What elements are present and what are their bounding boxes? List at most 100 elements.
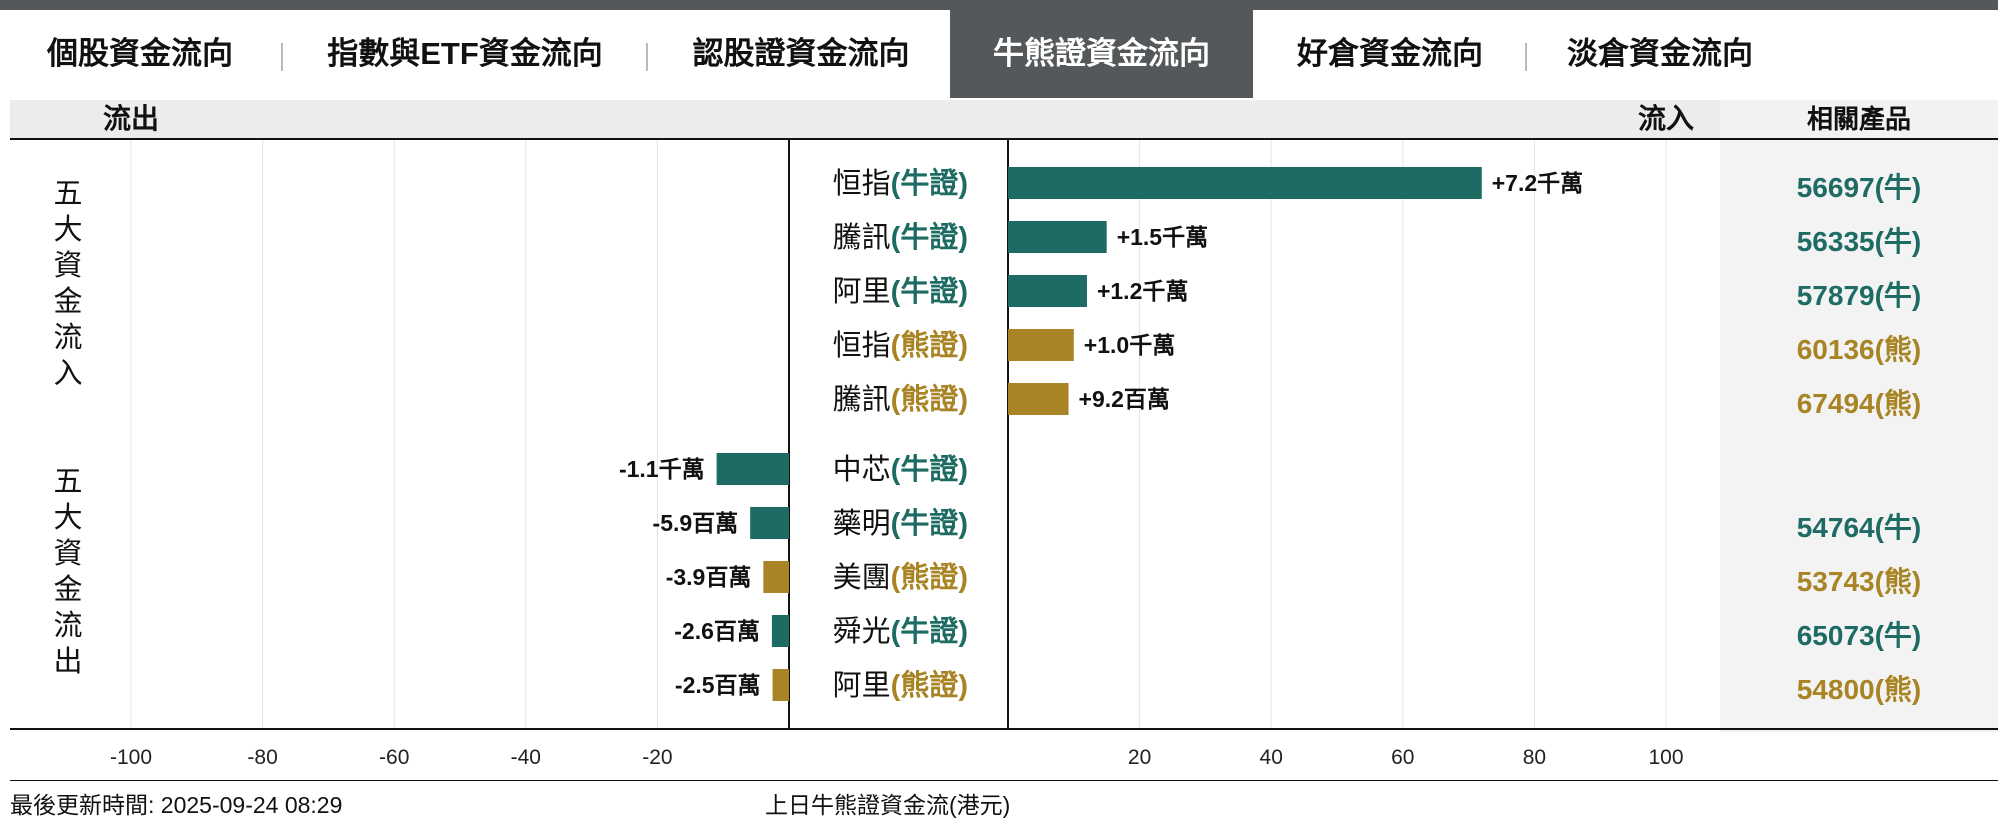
flow-bar bbox=[772, 669, 789, 701]
stock-name: 藥明 bbox=[833, 507, 891, 540]
related-products-header: 相關產品 bbox=[1720, 100, 1998, 138]
cbbc-kind: (牛證) bbox=[891, 166, 968, 200]
last-updated-text: 最後更新時間: 2025-09-24 08:29 bbox=[10, 792, 343, 818]
cbbc-kind: (牛證) bbox=[891, 506, 968, 540]
inflow-header: 流入 bbox=[1638, 103, 1695, 134]
column-header-row: 流出 流入 相關產品 bbox=[10, 100, 1998, 138]
cbbc-kind: (熊證) bbox=[891, 328, 968, 362]
underlying-stock-label: 藥明(牛證) bbox=[833, 506, 968, 540]
stock-name: 恒指 bbox=[833, 167, 891, 200]
flow-bar bbox=[1008, 329, 1074, 361]
flow-value-label: +7.2千萬 bbox=[1492, 170, 1583, 196]
related-product-link[interactable]: 67494(熊) bbox=[1796, 388, 1922, 419]
related-products-column bbox=[1720, 140, 1998, 732]
tab-short-position-flow[interactable]: 淡倉資金流向 bbox=[1567, 36, 1753, 71]
flow-value-label: -2.6百萬 bbox=[674, 618, 760, 644]
inflow-group-label: 五 大 資 金 流 入 bbox=[48, 176, 88, 392]
underlying-stock-label: 阿里(熊證) bbox=[833, 668, 968, 702]
x-tick-label: -60 bbox=[379, 746, 409, 769]
cbbc-kind: (熊證) bbox=[891, 668, 968, 702]
x-tick-label: -40 bbox=[511, 746, 541, 769]
tab-separator bbox=[1525, 43, 1527, 71]
flow-bar bbox=[771, 615, 789, 647]
related-product-link[interactable]: 56697(牛) bbox=[1796, 172, 1922, 203]
flow-bar bbox=[1008, 221, 1107, 253]
flow-bar bbox=[1008, 167, 1482, 199]
underlying-stock-label: 恒指(牛證) bbox=[833, 166, 968, 200]
stock-name: 恒指 bbox=[833, 329, 891, 362]
cbbc-kind: (牛證) bbox=[891, 220, 968, 254]
related-product-link[interactable]: 56335(牛) bbox=[1796, 226, 1922, 257]
group-label-char: 五 bbox=[53, 178, 83, 210]
group-label-char: 大 bbox=[53, 502, 83, 534]
group-label-char: 五 bbox=[53, 466, 83, 498]
flow-bar bbox=[1008, 275, 1087, 307]
flow-bar bbox=[750, 507, 789, 539]
group-label-char: 流 bbox=[53, 322, 83, 354]
flow-bar bbox=[1008, 383, 1069, 415]
stock-name: 阿里 bbox=[833, 670, 891, 702]
tab-warrant-flow[interactable]: 認股證資金流向 bbox=[692, 36, 910, 71]
stock-name: 中芯 bbox=[833, 453, 891, 486]
flow-value-label: -3.9百萬 bbox=[666, 564, 752, 590]
tab-long-position-flow[interactable]: 好倉資金流向 bbox=[1297, 36, 1483, 71]
x-tick-label: 40 bbox=[1260, 746, 1283, 769]
flow-bar bbox=[763, 561, 789, 593]
x-tick-label: 80 bbox=[1523, 746, 1546, 769]
related-product-link[interactable]: 65073(牛) bbox=[1796, 620, 1922, 651]
related-product-link[interactable]: 54764(牛) bbox=[1796, 512, 1922, 543]
group-label-char: 流 bbox=[53, 610, 83, 642]
x-tick-label: -80 bbox=[247, 746, 277, 769]
stock-name: 美團 bbox=[833, 561, 891, 594]
stock-name: 舜光 bbox=[833, 615, 891, 648]
flow-value-label: +9.2百萬 bbox=[1079, 386, 1170, 412]
tab-index-etf-flow[interactable]: 指數與ETF資金流向 bbox=[327, 36, 603, 71]
related-product-link[interactable]: 57879(牛) bbox=[1796, 280, 1922, 311]
tab-separator bbox=[281, 43, 283, 71]
underlying-stock-label: 中芯(牛證) bbox=[833, 452, 968, 486]
related-product-link[interactable]: 53743(熊) bbox=[1796, 566, 1922, 597]
cbbc-kind: (熊證) bbox=[891, 560, 968, 594]
group-label-char: 金 bbox=[53, 574, 83, 606]
cbbc-kind: (熊證) bbox=[891, 382, 968, 416]
group-label-char: 大 bbox=[53, 214, 83, 246]
x-tick-label: 20 bbox=[1128, 746, 1151, 769]
footer-divider bbox=[10, 780, 1998, 781]
flow-value-label: -2.5百萬 bbox=[675, 672, 761, 698]
outflow-group-label: 五 大 資 金 流 出 bbox=[48, 464, 88, 680]
tab-cbbc-flow[interactable]: 牛熊證資金流向 bbox=[950, 10, 1253, 98]
x-tick-label: 100 bbox=[1648, 746, 1683, 769]
underlying-stock-label: 美團(熊證) bbox=[833, 560, 968, 594]
underlying-stock-label: 騰訊(熊證) bbox=[833, 382, 968, 416]
group-label-char: 資 bbox=[53, 250, 83, 282]
x-tick-label: -20 bbox=[642, 746, 672, 769]
cbbc-kind: (牛證) bbox=[891, 614, 968, 648]
group-label-char: 出 bbox=[53, 646, 83, 678]
stock-name: 阿里 bbox=[833, 276, 891, 308]
x-tick-label: -100 bbox=[110, 746, 152, 769]
stock-name: 騰訊 bbox=[833, 221, 891, 254]
stock-name: 騰訊 bbox=[833, 383, 891, 416]
x-tick-label: 60 bbox=[1391, 746, 1414, 769]
related-product-link[interactable]: 54800(熊) bbox=[1796, 674, 1922, 705]
underlying-stock-label: 舜光(牛證) bbox=[833, 614, 968, 648]
tab-bar: 個股資金流向 指數與ETF資金流向 認股證資金流向 牛熊證資金流向 好倉資金流向… bbox=[0, 10, 1998, 98]
flow-bar bbox=[716, 453, 789, 485]
flow-value-label: -1.1千萬 bbox=[619, 456, 705, 482]
top-bar bbox=[0, 0, 1998, 10]
outflow-header: 流出 bbox=[103, 103, 160, 134]
header-divider bbox=[10, 138, 1998, 140]
chart-bottom-divider bbox=[10, 728, 1998, 730]
flow-value-label: +1.5千萬 bbox=[1117, 224, 1208, 250]
tab-stock-flow[interactable]: 個股資金流向 bbox=[47, 36, 233, 71]
tab-separator bbox=[646, 43, 648, 71]
group-label-char: 金 bbox=[53, 286, 83, 318]
cbbc-kind: (牛證) bbox=[891, 452, 968, 486]
related-product-link[interactable]: 60136(熊) bbox=[1796, 334, 1922, 365]
chart-caption: 上日牛熊證資金流(港元) bbox=[765, 792, 1011, 818]
flow-value-label: -5.9百萬 bbox=[653, 510, 739, 536]
underlying-stock-label: 恒指(熊證) bbox=[833, 328, 968, 362]
cbbc-kind: (牛證) bbox=[891, 274, 968, 308]
group-label-char: 入 bbox=[53, 358, 83, 390]
